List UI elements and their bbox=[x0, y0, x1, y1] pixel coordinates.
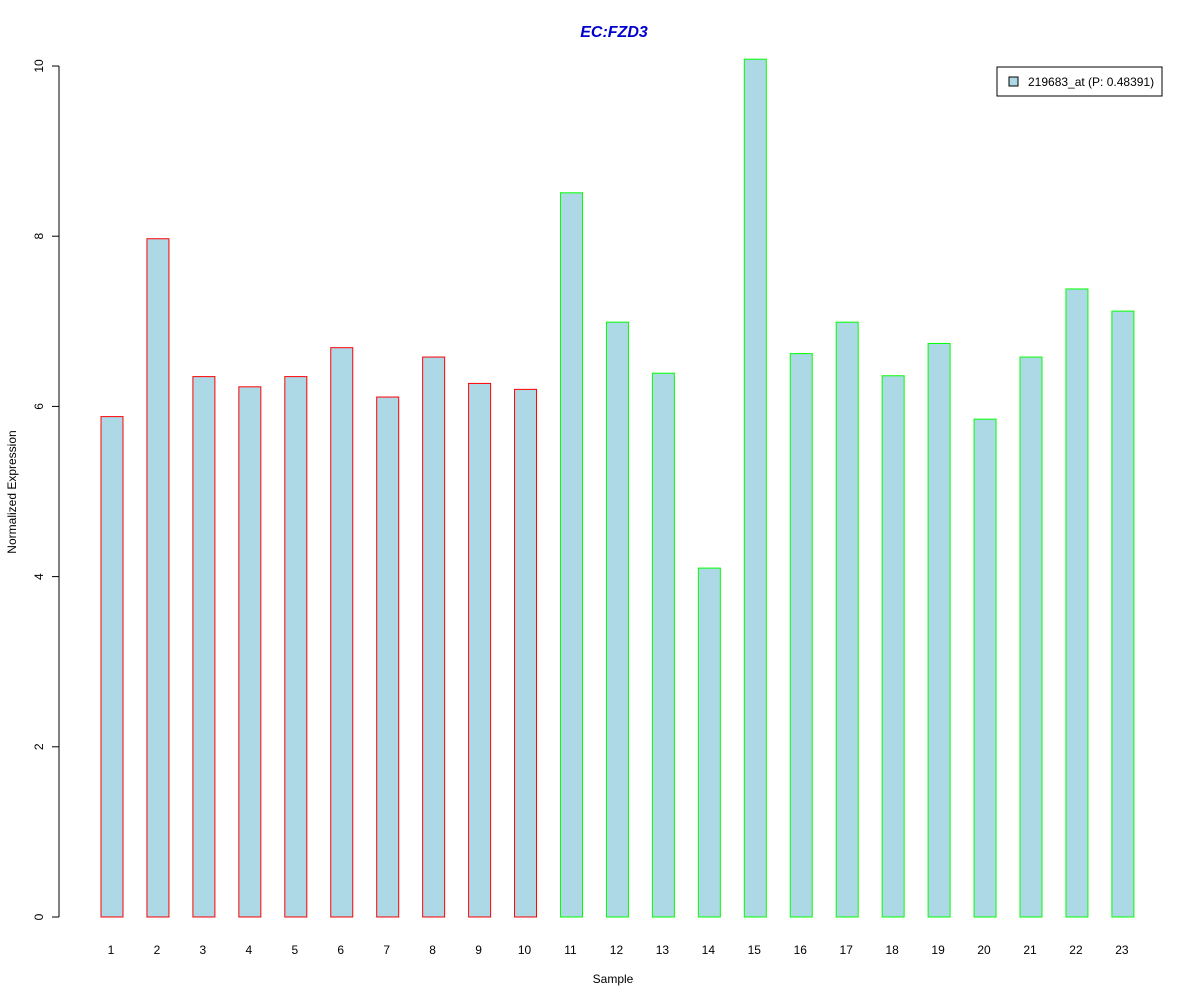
bar-sample-22 bbox=[1065, 288, 1089, 918]
bar-sample-3 bbox=[192, 376, 216, 918]
bar-sample-16 bbox=[789, 353, 813, 918]
legend-box bbox=[996, 66, 1163, 97]
x-tick-label: 6 bbox=[337, 943, 344, 957]
chart-title: EC:FZD3 bbox=[580, 24, 648, 41]
y-tick-label: 4 bbox=[32, 573, 46, 580]
bar-sample-20 bbox=[973, 418, 997, 918]
bar-sample-7 bbox=[376, 396, 400, 918]
bar-sample-11 bbox=[560, 192, 583, 918]
x-tick-label: 1 bbox=[108, 943, 115, 957]
bar-sample-19 bbox=[927, 342, 951, 918]
x-tick-label: 5 bbox=[291, 943, 298, 957]
x-tick-label: 14 bbox=[702, 943, 716, 957]
x-tick-label: 4 bbox=[246, 943, 253, 957]
x-tick-label: 15 bbox=[748, 943, 762, 957]
x-tick-label: 22 bbox=[1069, 943, 1083, 957]
bar-sample-18 bbox=[881, 375, 905, 918]
y-tick-label: 0 bbox=[32, 913, 46, 920]
x-tick-label: 8 bbox=[429, 943, 436, 957]
x-axis-label: Sample bbox=[593, 972, 634, 986]
bar-sample-8 bbox=[422, 356, 446, 918]
bar-sample-21 bbox=[1019, 356, 1043, 918]
x-tick-label: 11 bbox=[564, 943, 577, 957]
x-tick-label: 7 bbox=[383, 943, 390, 957]
bar-sample-1 bbox=[100, 416, 124, 918]
bar-sample-13 bbox=[651, 372, 675, 918]
bar-sample-17 bbox=[835, 321, 859, 918]
bar-sample-6 bbox=[330, 347, 354, 918]
x-tick-label: 13 bbox=[656, 943, 670, 957]
x-tick-label: 3 bbox=[200, 943, 207, 957]
bar-sample-4 bbox=[238, 386, 262, 918]
y-tick-label: 6 bbox=[32, 403, 46, 410]
x-tick-label: 23 bbox=[1115, 943, 1129, 957]
bar-sample-12 bbox=[605, 321, 629, 918]
y-tick-label: 2 bbox=[32, 743, 46, 750]
legend-swatch bbox=[1008, 76, 1019, 87]
x-tick-label: 12 bbox=[610, 943, 624, 957]
y-axis-label: Normalized Expression bbox=[5, 430, 19, 553]
x-tick-label: 17 bbox=[840, 943, 854, 957]
x-tick-label: 16 bbox=[794, 943, 808, 957]
bar-sample-14 bbox=[697, 567, 721, 918]
x-tick-label: 18 bbox=[885, 943, 899, 957]
bar-sample-23 bbox=[1111, 310, 1135, 918]
y-axis: 0 2 4 6 8 10 bbox=[32, 59, 60, 920]
y-tick-label: 10 bbox=[32, 59, 46, 73]
bar-sample-5 bbox=[284, 376, 308, 918]
x-tick-label: 20 bbox=[977, 943, 991, 957]
legend-label: 219683_at (P: 0.48391) bbox=[1028, 75, 1154, 89]
x-tick-label: 10 bbox=[518, 943, 532, 957]
x-tick-labels: 1 2 3 4 5 6 7 8 9 10 11 12 13 14 15 16 17 18 19 20 21 22 23 bbox=[108, 943, 1129, 957]
bar-sample-9 bbox=[468, 382, 492, 918]
bars bbox=[100, 58, 1135, 918]
bar-sample-2 bbox=[146, 238, 170, 918]
bar-sample-10 bbox=[514, 388, 538, 918]
legend: 219683_at (P: 0.48391) bbox=[996, 66, 1163, 97]
x-tick-label: 9 bbox=[475, 943, 482, 957]
x-tick-label: 2 bbox=[154, 943, 161, 957]
x-tick-label: 19 bbox=[931, 943, 945, 957]
x-tick-label: 21 bbox=[1023, 943, 1037, 957]
bar-sample-15 bbox=[743, 58, 767, 918]
y-tick-label: 8 bbox=[32, 233, 46, 240]
